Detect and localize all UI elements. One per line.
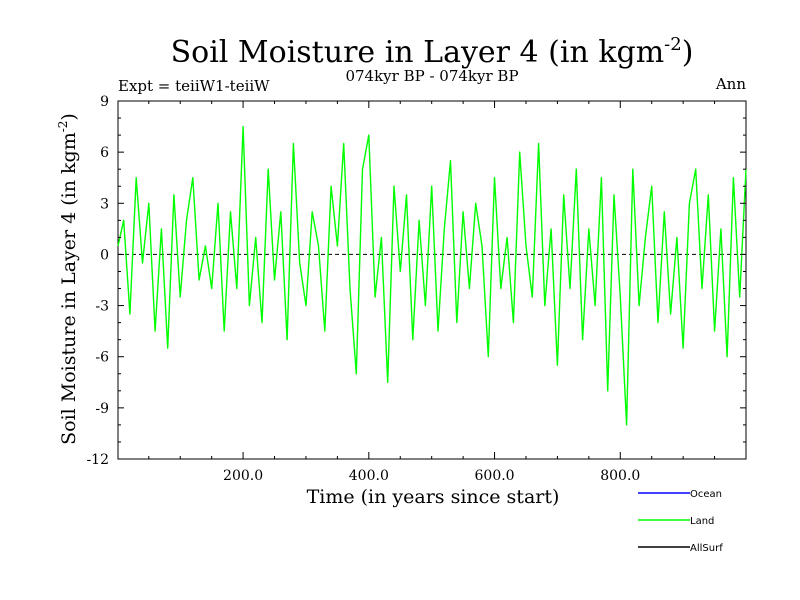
y-tick-label: -12 [86,452,109,468]
x-axis-label: Time (in years since start) [307,486,560,508]
experiment-label: Expt = teiiW1-teiiW [118,77,270,95]
season-label: Ann [715,75,746,93]
y-axis-label: Soil Moisture in Layer 4 (in kgm-2) [56,113,80,445]
legend-label-ocean: Ocean [690,489,722,500]
x-tick-label: 800.0 [600,468,640,484]
y-tick-label: 6 [100,145,109,161]
period-label: 074kyr BP - 074kyr BP [345,67,518,85]
x-tick-label: 600.0 [475,468,515,484]
y-axis: -12 -9 -6 -3 0 3 6 9 [86,94,746,468]
y-tick-label: -3 [95,299,109,315]
y-tick-label: -9 [95,401,109,417]
series-line-land [117,125,747,426]
legend-label-land: Land [690,516,714,527]
y-tick-label: 0 [100,247,109,263]
legend: Ocean Land AllSurf [638,489,723,554]
legend-label-allsurf: AllSurf [690,543,723,554]
y-tick-label: 9 [100,94,109,110]
y-tick-label: -6 [95,350,109,366]
x-axis: 200.0 400.0 600.0 800.0 [148,101,716,484]
x-tick-label: 200.0 [223,468,263,484]
x-tick-label: 400.0 [349,468,389,484]
y-tick-label: 3 [100,196,109,212]
series-group [117,125,747,426]
chart-title: Soil Moisture in Layer 4 (in kgm-2) [171,34,694,70]
